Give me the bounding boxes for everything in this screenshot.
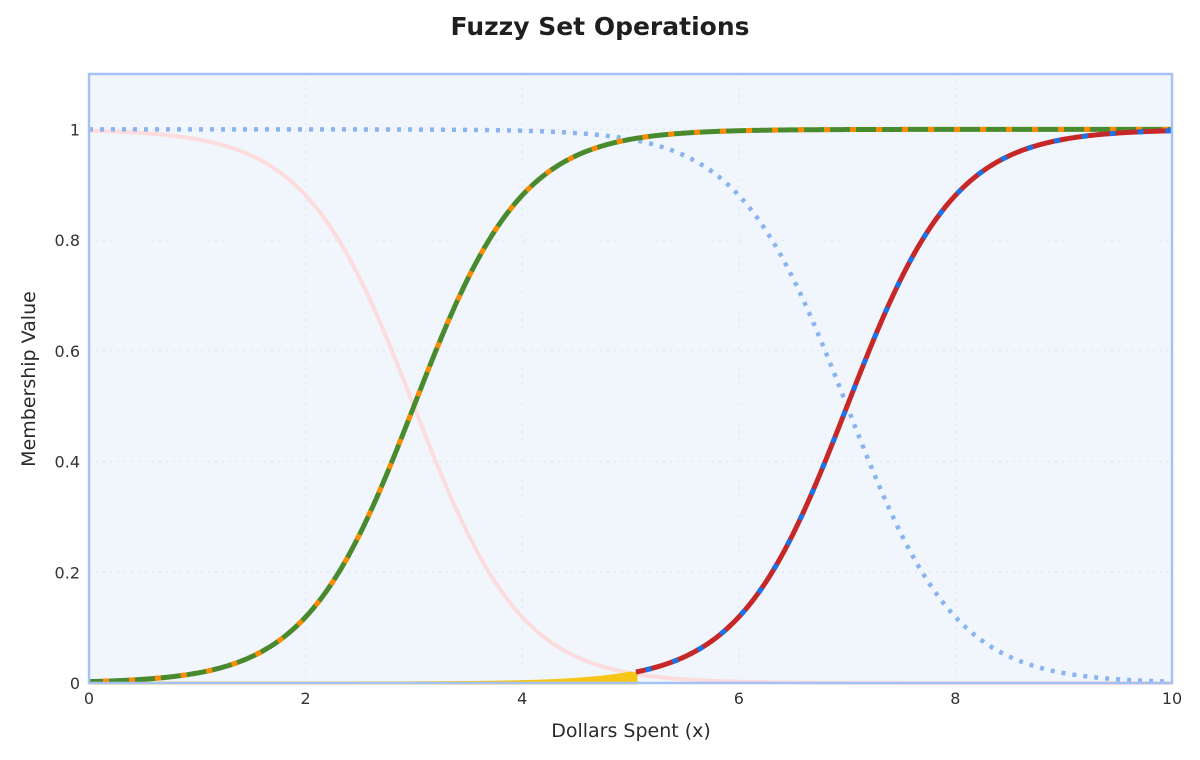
x-tick-label: 10 [1162,689,1182,708]
x-tick-label: 6 [734,689,744,708]
x-tick-label: 2 [301,689,311,708]
y-axis-ticks: 0 0.2 0.4 0.6 0.8 1 [55,120,80,693]
y-tick-label: 0.2 [55,563,80,582]
y-tick-label: 1 [70,120,80,139]
y-axis-label: Membership Value [18,291,40,467]
plot-area [89,74,1172,683]
y-tick-label: 0.8 [55,231,80,250]
y-tick-label: 0.6 [55,342,80,361]
y-tick-label: 0 [70,674,80,693]
x-tick-label: 8 [950,689,960,708]
x-axis-ticks: 0 2 4 6 8 10 [84,689,1182,708]
series-set-a [88,126,1172,685]
x-axis-label: Dollars Spent (x) [551,720,711,742]
chart-title: Fuzzy Set Operations [450,12,750,41]
x-tick-label: 4 [517,689,527,708]
series-intersection [635,128,1173,675]
x-tick-label: 0 [84,689,94,708]
plot-border [87,72,1174,685]
y-tick-label: 0.4 [55,453,80,472]
